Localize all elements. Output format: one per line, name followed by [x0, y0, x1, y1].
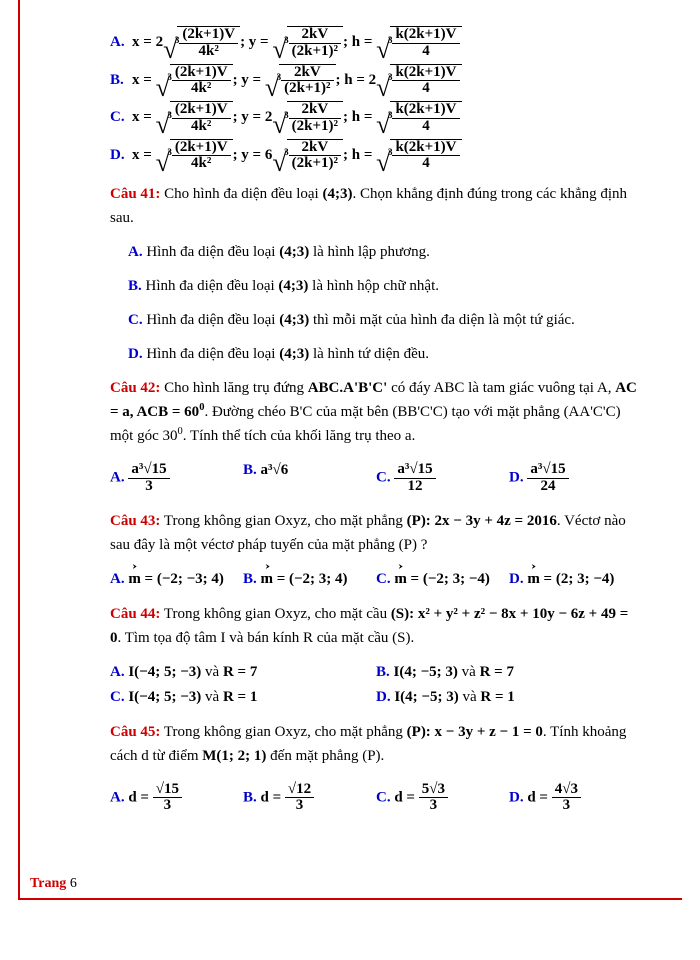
q42-opt-D: D. a³√1524 [509, 458, 642, 499]
q41-opt-C: C. Hình đa diện đều loại (4;3) thì mỗi m… [110, 308, 642, 332]
q-label: Câu 44: [110, 606, 160, 622]
question-42: Câu 42: Cho hình lăng trụ đứng ABC.A'B'C… [110, 376, 642, 448]
q-label: Câu 42: [110, 380, 160, 396]
q44-options: A. I(−4; 5; −3) và R = 7 B. I(4; −5; 3) … [110, 660, 642, 710]
formula-opt-C: C. x = 3√(2k+1)V4k²; y = 23√2kV(2k+1)²; … [110, 101, 642, 135]
footer-page-num: 6 [70, 876, 77, 891]
q43-opt-C: C. n n = (−2; 3; −4) [376, 567, 509, 592]
q44-opt-B: B. I(4; −5; 3) và R = 7 [376, 660, 642, 685]
formula-opt-D: D. x = 3√(2k+1)V4k²; y = 63√2kV(2k+1)²; … [110, 139, 642, 173]
q43-options: A. n n = (−2; −3; 4) B. n n = (−2; 3; 4)… [110, 567, 642, 592]
question-43: Câu 43: Trong không gian Oxyz, cho mặt p… [110, 509, 642, 557]
opt-label: C. [110, 109, 132, 126]
opt-label: D. [110, 147, 132, 164]
q43-opt-B: B. n n = (−2; 3; 4) [243, 567, 376, 592]
formula-opt-A: A. x = 23√(2k+1)V4k²; y = 3√2kV(2k+1)²; … [110, 26, 642, 60]
q41-opt-A: A. Hình đa diện đều loại (4;3) là hình l… [110, 240, 642, 264]
q41-opt-B: B. Hình đa diện đều loại (4;3) là hình h… [110, 274, 642, 298]
q45-opt-A: A. d = √153 [110, 778, 243, 819]
q44-opt-C: C. I(−4; 5; −3) và R = 1 [110, 685, 376, 710]
q42-opt-B: B. a³√6 [243, 458, 376, 499]
footer-label: Trang [30, 876, 66, 891]
q42-options: A. a³√153 B. a³√6 C. a³√1512 D. a³√1524 [110, 458, 642, 499]
q45-opt-D: D. d = 4√33 [509, 778, 642, 819]
q45-options: A. d = √153 B. d = √123 C. d = 5√33 D. d… [110, 778, 642, 819]
q43-opt-A: A. n n = (−2; −3; 4) [110, 567, 243, 592]
top-formula-options: A. x = 23√(2k+1)V4k²; y = 3√2kV(2k+1)²; … [110, 26, 642, 172]
q44-opt-D: D. I(4; −5; 3) và R = 1 [376, 685, 642, 710]
q45-opt-C: C. d = 5√33 [376, 778, 509, 819]
q42-opt-C: C. a³√1512 [376, 458, 509, 499]
opt-label: A. [110, 34, 132, 51]
question-45: Câu 45: Trong không gian Oxyz, cho mặt p… [110, 720, 642, 768]
q-label: Câu 41: [110, 186, 160, 202]
q45-opt-B: B. d = √123 [243, 778, 376, 819]
q-label: Câu 45: [110, 724, 160, 740]
q44-opt-A: A. I(−4; 5; −3) và R = 7 [110, 660, 376, 685]
page-footer: Trang 6 [30, 876, 77, 892]
q42-opt-A: A. a³√153 [110, 458, 243, 499]
formula-opt-B: B. x = 3√(2k+1)V4k²; y = 3√2kV(2k+1)²; h… [110, 64, 642, 98]
q43-opt-D: D. n n = (2; 3; −4) [509, 567, 642, 592]
question-41: Câu 41: Cho hình đa diện đều loại (4;3).… [110, 182, 642, 230]
q-label: Câu 43: [110, 513, 160, 529]
question-44: Câu 44: Trong không gian Oxyz, cho mặt c… [110, 602, 642, 650]
q41-opt-D: D. Hình đa diện đều loại (4;3) là hình t… [110, 342, 642, 366]
opt-label: B. [110, 72, 132, 89]
